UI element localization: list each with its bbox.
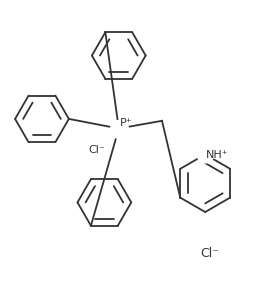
Text: NH⁺: NH⁺	[206, 150, 229, 160]
Text: P⁺: P⁺	[120, 117, 132, 128]
Text: Cl⁻: Cl⁻	[200, 247, 219, 260]
Text: Cl⁻: Cl⁻	[88, 145, 105, 155]
